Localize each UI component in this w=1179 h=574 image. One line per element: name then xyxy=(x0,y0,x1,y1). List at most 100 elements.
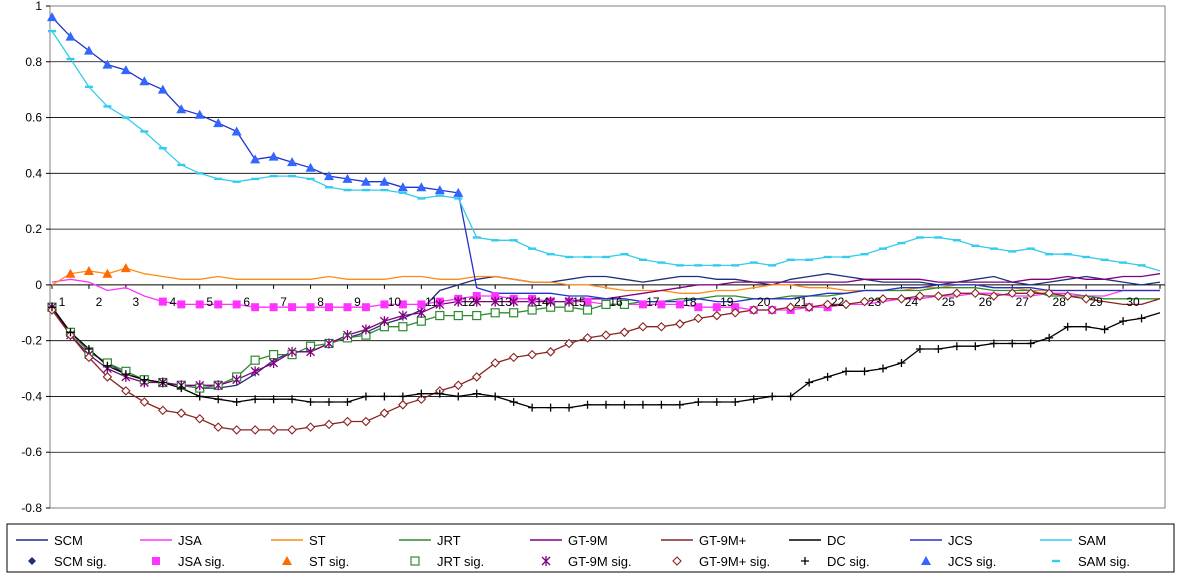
x-tick-label: 3 xyxy=(133,295,140,309)
x-tick-label: 21 xyxy=(794,295,808,309)
marker-sam xyxy=(971,244,980,248)
marker-gt-9m- xyxy=(970,288,981,299)
marker-jcs xyxy=(194,109,205,119)
marker-sam xyxy=(602,255,610,259)
y-tick-label: -0.2 xyxy=(21,334,42,348)
x-tick-label: 17 xyxy=(646,295,660,309)
marker-jrt xyxy=(490,308,500,318)
x-axis-ticks xyxy=(51,284,1161,289)
marker-jcs xyxy=(379,176,390,186)
marker-gt-9m- xyxy=(822,299,833,310)
marker-dc xyxy=(805,378,814,387)
marker-gt-9m- xyxy=(730,307,741,318)
marker-sam xyxy=(915,236,924,239)
marker-jrt xyxy=(250,355,260,365)
marker-jsa xyxy=(177,300,186,309)
marker-gt-9m xyxy=(490,296,500,307)
x-tick-label: 28 xyxy=(1053,295,1067,309)
x-axis-labels: 1 2 3 4 5 6 7 8 9 10 11 12 13 14 15 16 17 18 19 20 21 22 23 24 2… xyxy=(59,295,1140,309)
marker-gt-9m xyxy=(435,299,445,310)
marker-jrt xyxy=(472,310,482,321)
marker-dc xyxy=(306,398,315,407)
marker-sam xyxy=(251,177,260,181)
marker-dc xyxy=(842,367,851,376)
marker-dc xyxy=(768,392,777,401)
marker-jsa xyxy=(398,300,407,309)
marker-jsa xyxy=(472,292,481,301)
marker-jcs xyxy=(157,84,168,94)
marker-sam xyxy=(897,241,906,245)
marker-jrt xyxy=(619,299,630,310)
legend-label: JRT xyxy=(437,533,461,548)
marker-gt-9m xyxy=(287,346,297,357)
marker-sam xyxy=(546,253,555,256)
marker-st xyxy=(102,268,113,278)
x-tick-label: 26 xyxy=(979,295,993,309)
marker-sam xyxy=(121,116,130,119)
marker-dc xyxy=(361,392,370,401)
legend-label: GT-9M sig. xyxy=(568,554,632,569)
marker-jsa xyxy=(694,303,703,312)
marker-dc xyxy=(214,395,223,404)
marker-dc xyxy=(158,378,167,387)
marker-dc xyxy=(398,392,407,401)
marker-sam xyxy=(749,261,758,264)
marker-dc xyxy=(620,400,629,409)
y-tick-label: -0.8 xyxy=(21,501,42,515)
marker-dc xyxy=(952,342,961,351)
marker-jsa xyxy=(712,303,721,312)
marker-gt-9m xyxy=(195,380,205,391)
marker-dc xyxy=(712,398,721,407)
y-tick-label: 0.6 xyxy=(25,111,42,125)
x-tick-label: 2 xyxy=(96,295,103,309)
legend-marker-swatch xyxy=(672,556,682,566)
x-tick-label: 19 xyxy=(720,295,734,309)
marker-gt-9m- xyxy=(748,305,759,315)
x-tick-label: 29 xyxy=(1089,295,1103,309)
x-tick-label: 11 xyxy=(425,295,438,309)
x-tick-label: 20 xyxy=(757,295,771,309)
marker-jcs xyxy=(139,76,150,86)
marker-jrt xyxy=(398,322,408,332)
marker-gt-9m- xyxy=(601,330,611,340)
marker-gt-9m xyxy=(546,296,556,307)
marker-sam xyxy=(934,236,943,239)
marker-gt-9m- xyxy=(878,294,888,304)
marker-dc xyxy=(269,395,278,404)
x-tick-label: 5 xyxy=(206,295,213,309)
x-tick-label: 16 xyxy=(609,295,623,309)
marker-sam xyxy=(879,247,887,250)
marker-gt-9m xyxy=(398,310,408,321)
marker-dc xyxy=(971,342,980,351)
marker-jsa xyxy=(675,300,684,309)
marker-gt-9m- xyxy=(305,422,316,432)
marker-jsa xyxy=(491,292,500,301)
marker-sam xyxy=(361,188,370,192)
marker-sam xyxy=(380,188,389,192)
marker-gt-9m- xyxy=(638,321,648,332)
marker-gt-9m xyxy=(324,338,334,349)
marker-gt-9m- xyxy=(1081,294,1091,304)
marker-dc xyxy=(675,400,684,409)
marker-dc xyxy=(934,345,943,354)
marker-gt-9m- xyxy=(619,327,630,338)
marker-dc xyxy=(491,392,500,401)
marker-gt-9m- xyxy=(342,416,353,427)
marker-gt-9m xyxy=(453,296,463,307)
marker-gt-9m- xyxy=(693,313,704,324)
marker-dc xyxy=(1008,339,1017,348)
marker-sam xyxy=(842,255,851,259)
marker-dc xyxy=(103,361,112,370)
marker-sam xyxy=(786,258,795,261)
legend-marker-swatch xyxy=(541,556,551,566)
marker-jcs xyxy=(434,185,445,195)
grid-lines xyxy=(50,61,1165,453)
marker-gt-9m- xyxy=(933,291,944,301)
marker-st xyxy=(65,268,76,278)
marker-jsa xyxy=(731,303,740,312)
marker-sam xyxy=(1137,264,1146,267)
marker-jsa xyxy=(306,303,315,312)
marker-jrt xyxy=(582,305,593,315)
marker-jrt xyxy=(509,308,519,318)
legend-label: SCM xyxy=(54,533,83,548)
